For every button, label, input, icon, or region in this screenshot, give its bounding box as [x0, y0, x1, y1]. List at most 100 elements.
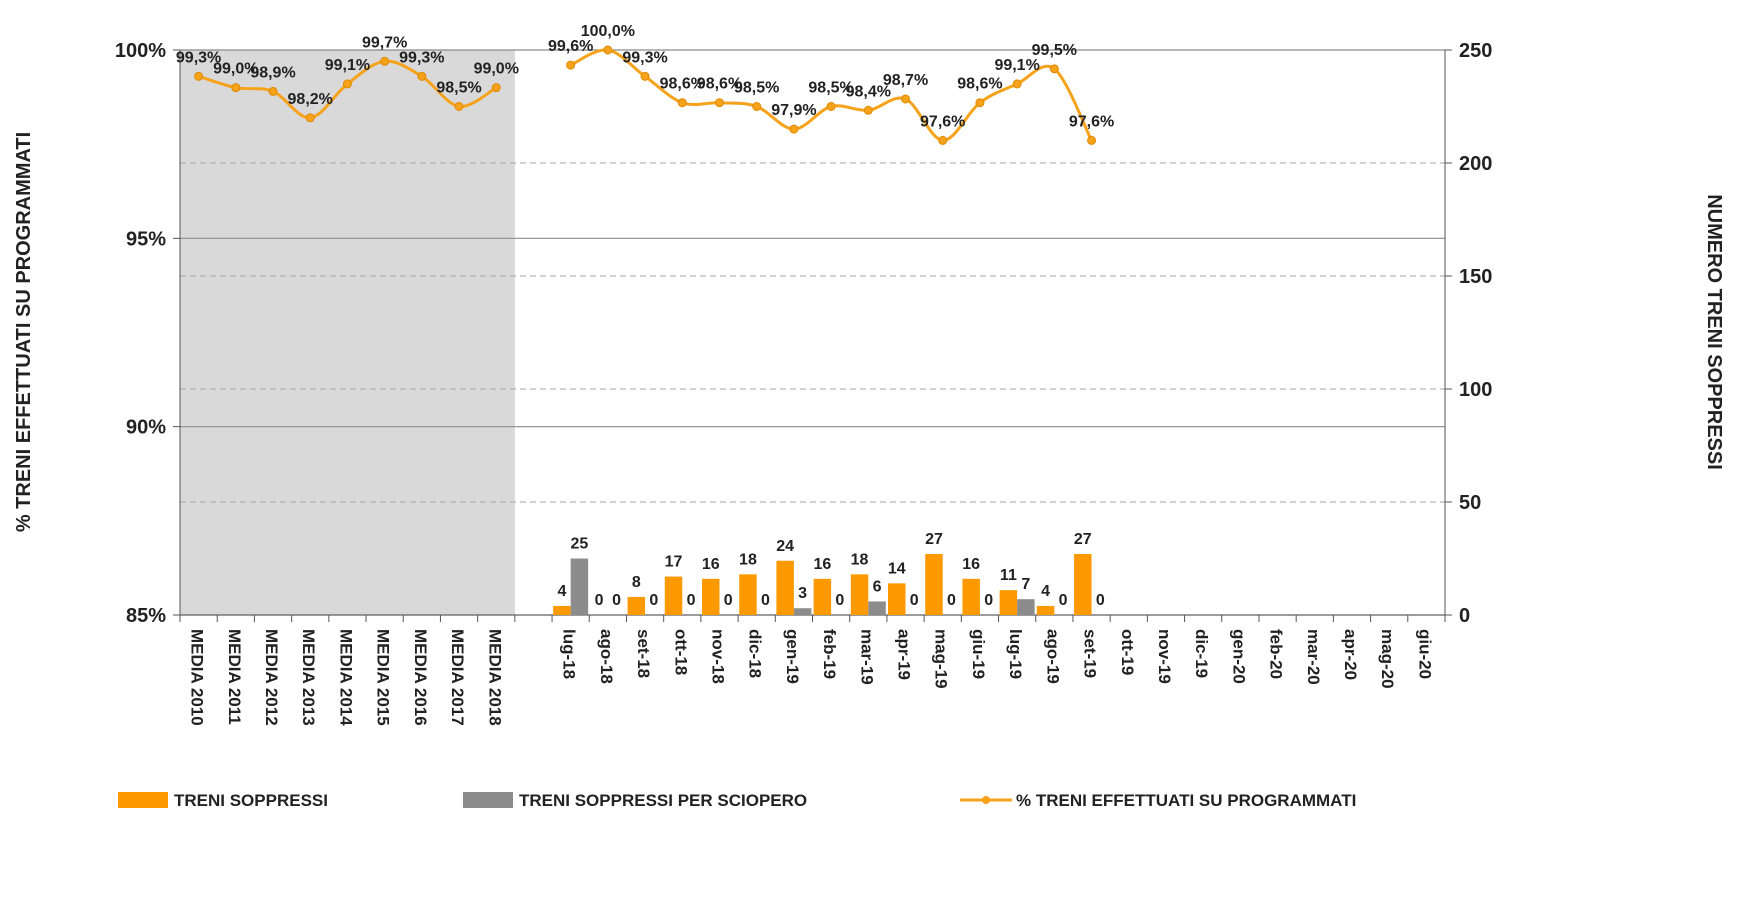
bar-value-label: 11: [1000, 567, 1017, 584]
line-value-label: 98,5%: [734, 80, 779, 97]
x-tick-label: MEDIA 2010: [188, 629, 207, 726]
line-marker: [268, 86, 278, 96]
x-tick-label: feb-19: [820, 629, 839, 679]
x-tick-label: MEDIA 2016: [411, 629, 430, 726]
line-marker: [975, 98, 985, 108]
bar-value-label: 27: [1074, 531, 1092, 548]
line-marker: [1087, 135, 1097, 145]
line-marker: [231, 83, 241, 93]
line-marker: [714, 98, 724, 108]
line-value-label: 97,9%: [771, 102, 816, 119]
bar: [850, 574, 869, 615]
y-axis-title: % TRENI EFFETTUATI SU PROGRAMMATI: [13, 132, 35, 532]
x-tick-label: dic-19: [1192, 629, 1211, 678]
bar-value-label: 4: [557, 583, 566, 600]
bar-value-label: 18: [851, 551, 869, 568]
bar-value-label: 16: [962, 556, 980, 573]
bar-value-label: 4: [1041, 583, 1050, 600]
bar-value-label: 7: [1021, 576, 1030, 593]
bar-value-label: 0: [1096, 592, 1105, 609]
bar-value-label: 0: [724, 592, 733, 609]
bar-value-label: 6: [873, 578, 882, 595]
y2-tick-label: 150: [1459, 266, 1492, 288]
bar-value-label: 0: [1059, 592, 1068, 609]
line-value-label: 99,7%: [362, 34, 407, 51]
y-tick-label: 90%: [126, 417, 166, 439]
bar: [925, 553, 943, 615]
x-tick-label: gen-20: [1229, 629, 1248, 684]
x-tick-label: mag-20: [1378, 629, 1397, 689]
line-value-label: 99,1%: [325, 57, 370, 74]
bar-value-label: 0: [761, 592, 770, 609]
x-tick-label: set-19: [1081, 629, 1100, 678]
bar: [962, 578, 980, 615]
line-marker: [640, 71, 650, 81]
y-tick-label: 85%: [126, 605, 166, 627]
line-value-label: 98,7%: [883, 72, 928, 89]
y2-tick-label: 200: [1459, 153, 1492, 175]
x-tick-label: mar-19: [857, 629, 876, 685]
bar: [999, 590, 1018, 615]
bar: [776, 560, 794, 615]
bar-value-label: 0: [947, 592, 956, 609]
x-tick-label: MEDIA 2015: [374, 629, 393, 726]
legend-swatch: [982, 796, 990, 804]
bar-value-label: 17: [665, 554, 683, 571]
line-marker: [603, 45, 613, 55]
x-tick-label: ago-19: [1043, 629, 1062, 684]
x-tick-label: nov-19: [1155, 629, 1174, 684]
legend-label: % TRENI EFFETTUATI SU PROGRAMMATI: [1016, 791, 1356, 810]
bar-value-label: 3: [798, 585, 807, 602]
y2-tick-label: 0: [1459, 605, 1470, 627]
line-value-label: 98,2%: [288, 91, 333, 108]
bar-value-label: 0: [984, 592, 993, 609]
x-tick-label: MEDIA 2012: [262, 629, 281, 726]
bar: [701, 578, 720, 615]
bar: [627, 596, 646, 615]
x-tick-label: ott-19: [1118, 629, 1137, 675]
line-marker: [1012, 79, 1022, 89]
line-value-label: 98,6%: [957, 76, 1002, 93]
bar-value-label: 0: [612, 592, 621, 609]
line-marker: [305, 113, 315, 123]
x-tick-label: feb-20: [1267, 629, 1286, 679]
y2-tick-label: 50: [1459, 492, 1481, 514]
bar-value-label: 18: [739, 551, 757, 568]
line-value-label: 98,6%: [697, 76, 742, 93]
line-marker: [194, 71, 204, 81]
x-tick-label: set-18: [634, 629, 653, 678]
line-marker: [938, 135, 948, 145]
line-value-label: 99,0%: [474, 61, 519, 78]
x-tick-label: dic-18: [746, 629, 765, 678]
legend-swatch: [118, 792, 168, 808]
line-marker: [901, 94, 911, 104]
x-tick-label: mag-19: [932, 629, 951, 689]
bar-value-label: 8: [632, 574, 641, 591]
bar: [813, 578, 832, 615]
bar: [1074, 553, 1092, 615]
x-tick-label: giu-19: [969, 629, 988, 679]
y2-tick-label: 100: [1459, 379, 1492, 401]
line-value-label: 98,5%: [808, 80, 853, 97]
bar: [570, 558, 589, 615]
bar-value-label: 0: [649, 592, 658, 609]
bar: [793, 608, 812, 615]
y2-axis-title: NUMERO TRENI SOPPRESSI: [1703, 194, 1725, 470]
line-marker: [826, 102, 836, 111]
line-marker: [491, 83, 501, 93]
bar: [553, 605, 571, 615]
line-value-label: 99,0%: [213, 61, 258, 78]
legend-swatch: [463, 792, 513, 808]
line-value-label: 98,5%: [436, 80, 481, 97]
bar: [664, 576, 683, 615]
x-tick-label: apr-20: [1341, 629, 1360, 680]
bar-value-label: 0: [687, 592, 696, 609]
line-value-label: 99,3%: [399, 49, 444, 66]
y-tick-label: 95%: [126, 228, 166, 250]
line-value-label: 98,6%: [660, 76, 705, 93]
bar-value-label: 16: [813, 556, 831, 573]
line-value-label: 98,4%: [846, 83, 891, 100]
shaded-region: [180, 50, 515, 615]
x-tick-label: ott-18: [671, 629, 690, 675]
